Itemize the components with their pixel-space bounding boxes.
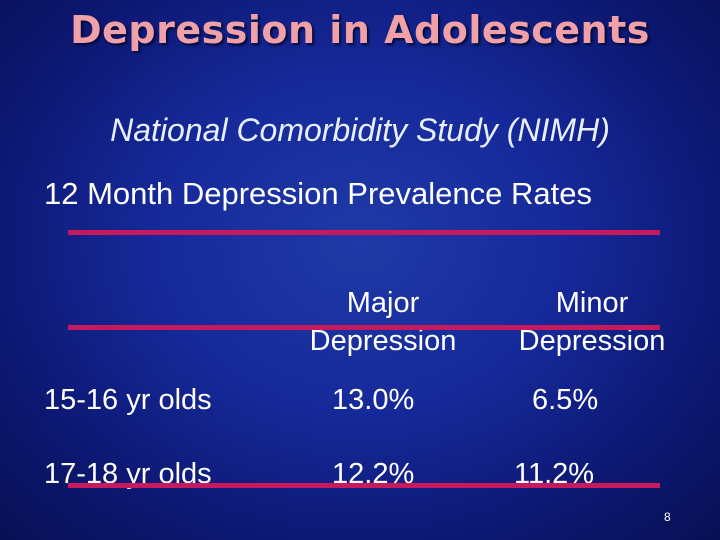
rule-bottom [68, 483, 660, 488]
slide-subtitle: National Comorbidity Study (NIMH) [110, 112, 610, 148]
col-head-major-line2: Depression [309, 325, 457, 357]
col-head-minor-line2: Depression [518, 325, 666, 357]
col-head-minor-line1: Minor [555, 287, 629, 319]
col-head-minor: Minor Depression [492, 284, 692, 360]
row-1-minor: 6.5% [532, 384, 599, 416]
slide-title: Depression in Adolescents [70, 8, 650, 52]
col-head-major-line1: Major [346, 287, 420, 319]
section-heading: 12 Month Depression Prevalence Rates [44, 176, 592, 211]
rule-middle [68, 325, 660, 330]
row-1-label: 15-16 yr olds [44, 384, 212, 416]
rule-top [68, 230, 660, 235]
row-1-major: 13.0% [332, 384, 415, 416]
page-number: 8 [664, 510, 671, 524]
col-head-major: Major Depression [283, 284, 483, 360]
